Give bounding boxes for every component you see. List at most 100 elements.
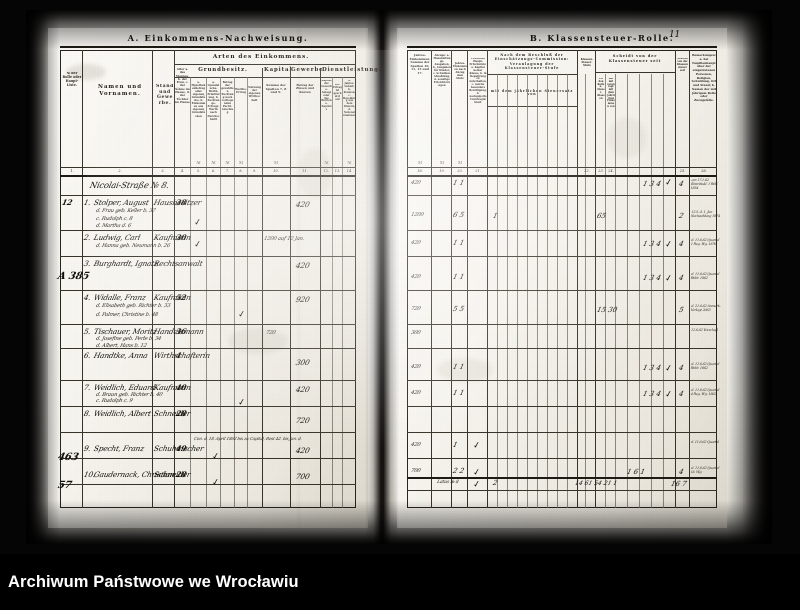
row-age: 36: [174, 327, 188, 336]
row-jahres-einkommen: 720: [410, 306, 422, 312]
colhead-abzuege: Abzüge: a. Haushaltungs-Ausgaben, b. Aus…: [433, 54, 451, 88]
currency-mark: ℳ: [439, 160, 445, 165]
row-tally: 15 30: [596, 306, 619, 314]
row-summa-dienstleistung: 420: [294, 200, 311, 209]
row-tally: 1 3 4: [642, 364, 662, 372]
colnum: 24.: [608, 169, 614, 173]
colnum: 14.: [346, 169, 353, 173]
colhead-hypotheken: a. Hypothekenbetrag aller eigenen Grunds…: [191, 81, 206, 118]
row-summa-dienstleistung: 300: [294, 358, 311, 367]
colhead-gehalt: a. Jahres-Gehalt, b. Pension, c. Besoldu…: [343, 80, 356, 118]
check-mark: ✓: [664, 389, 674, 401]
colhead-names: Namen und Vornamen.: [98, 84, 142, 97]
check-mark: ✓: [472, 479, 482, 491]
row-age: 40: [174, 383, 188, 392]
row-remark: d. 11.6.62 Quartal: [690, 440, 720, 444]
colhead-rollen-klassen: Zu den Rollen-Steuer-Klassen: [597, 78, 605, 100]
group-grundbesitz: Grundbesitz.: [198, 67, 248, 73]
currency-mark: ℳ: [238, 160, 244, 165]
left-page-banner: A. Einkommens-Nachweisung.: [127, 33, 309, 43]
currency-mark: ℳ: [211, 160, 216, 165]
check-mark: ✓: [237, 397, 247, 409]
totals-value: 16 7: [670, 480, 688, 488]
page-number: 11: [669, 30, 681, 40]
colhead-bemerkungen: Bemerkungen: a. bei Familienhaupt über d…: [691, 54, 717, 103]
row-name: Specht, Franz: [92, 444, 145, 453]
row-name: Tischauer, Moritz: [92, 327, 158, 336]
income-table-frame: [60, 50, 356, 508]
row-summa-dienstleistung: 1200 auf 12 Jan.: [263, 236, 305, 242]
check-mark: ✓: [664, 273, 674, 285]
check-mark: ✓: [472, 467, 482, 479]
colnum: 3.: [161, 169, 165, 173]
colnum: 19.: [439, 169, 445, 173]
row-subline: d. Hanna geb. Neumann b. 26: [95, 243, 171, 249]
colhead-summa-10: Summa der Spalten 7, 8 und 9.: [265, 84, 287, 95]
document-scan: A. Einkommens-Nachweisung. Arten des Ein…: [26, 10, 772, 544]
row-jahres-einkommen: 300: [410, 330, 422, 336]
right-page-banner: B. Klassensteuer-Rolle.: [529, 33, 675, 43]
check-mark: ✓: [193, 217, 203, 229]
row-tally: 1 3 4: [642, 274, 662, 282]
row-summa-dienstleistung: 420: [294, 385, 311, 394]
row-tally: 1 6 1: [626, 468, 646, 476]
row-jahres-einkommen: 420: [410, 274, 422, 280]
row-trade: Wirthschafterin: [152, 351, 211, 360]
colhead-alter: Alter a. des Mannes, b. der Frau, c. der…: [175, 68, 190, 104]
check-mark: ✓: [472, 440, 482, 452]
book-gutter: [365, 10, 399, 544]
currency-mark: ℳ: [273, 160, 279, 165]
colhead-werths-ertrag: Werths-Ertrag: [235, 88, 247, 95]
colhead-zinsen: Betrag der Zinsen und Renten: [295, 84, 315, 94]
colhead-klassensteuer-stufe: Klassen-Steuer-Stufe: [580, 58, 594, 68]
colhead-veranlagt-einkommen: Der mit veranlagt mit dem jährlichen Ein…: [607, 78, 615, 108]
row-summa-dienstleistung: 720: [294, 416, 311, 425]
row-name: Weidlich, Eduard: [92, 383, 157, 392]
group-dienstleistung: Dienstleistung.: [322, 67, 382, 73]
colhead-scheidt-seit: Scheidt von der Klassensteuer seit: [677, 58, 688, 72]
caption-bar: Archiwum Państwowe we Wrocławiu: [0, 554, 800, 610]
row-name: Ludwig, Carl: [92, 233, 142, 242]
income-types-header: Arten des Einkommens.: [212, 54, 310, 60]
colhead-trade: Stand und Gewerbe.: [156, 84, 174, 106]
archive-caption: Archiwum Państwowe we Wrocławiu: [8, 572, 299, 591]
left-page: A. Einkommens-Nachweisung. Arten des Ein…: [48, 28, 382, 528]
row-subline: c. Rudolph c. 8: [95, 216, 134, 222]
row-summa-dienstleistung: 720: [265, 330, 277, 336]
colnum: 25.: [679, 169, 686, 173]
currency-mark: ℳ: [196, 160, 201, 165]
row-trade: Rechtsanwalt: [152, 259, 204, 268]
row-roll-number: 12: [60, 198, 74, 207]
row-summa-dienstleistung: 420: [294, 261, 311, 270]
row-subline: c. Rudolph c. 9: [95, 398, 134, 404]
colhead-roll-number: № der Rolle oder Haupt-Liste.: [62, 72, 82, 87]
row-remark: d. 11.6.62 Quartal Gt. Wg.: [690, 466, 720, 474]
colnum: 22.: [584, 169, 590, 173]
row-name: Burghardt, Ignatz: [92, 259, 159, 268]
colnum: 10.: [273, 169, 279, 173]
colhead-einkommen-nach-abzug: Jahres-Einkommen nach Abzug dem Stufe: [453, 62, 467, 81]
row-remark: am 17.1.62 Eintrittskl. 1 Rthl. 1854: [690, 178, 719, 190]
colnum: 4.: [180, 169, 185, 173]
subheading-steuersatz: mit dem jährlichen Steuersatz von: [490, 89, 574, 97]
colnum: 12.: [323, 169, 330, 173]
check-mark: ✓: [237, 309, 247, 321]
colnum: 21.: [475, 169, 481, 173]
row-summa-dienstleistung: 700: [294, 472, 311, 481]
row-remark: 12.5. d. 1. Jan Nachzahlung 1874: [690, 210, 721, 218]
colnum: 20.: [457, 169, 463, 173]
check-mark: ✓: [193, 239, 203, 251]
row-remark: d. 11.6.62 Quartal 4 Reg. Wg. 1862: [690, 388, 720, 396]
colnum: 13.: [334, 169, 341, 173]
row-subline: d. Martha d. 6: [95, 223, 132, 229]
row-tally: 65: [596, 212, 607, 220]
group-kapital: Kapital: [264, 67, 293, 73]
row-jahres-einkommen: 420: [410, 364, 422, 370]
row-marks: 1 1: [452, 179, 466, 187]
row-remark: d. 21.6.62 Anmerk. Verlagt 2063: [690, 304, 721, 312]
row-age: 28: [174, 409, 188, 418]
row-jahres-einkommen: 420: [410, 442, 422, 448]
colhead-haupt-erfordernis: Erwähltes Haupt-Erfordernis: a. Kapital …: [469, 58, 487, 104]
margin-annotation: 463: [56, 452, 80, 463]
row-remark: 12.6.62 Vorschuß: [690, 328, 719, 332]
